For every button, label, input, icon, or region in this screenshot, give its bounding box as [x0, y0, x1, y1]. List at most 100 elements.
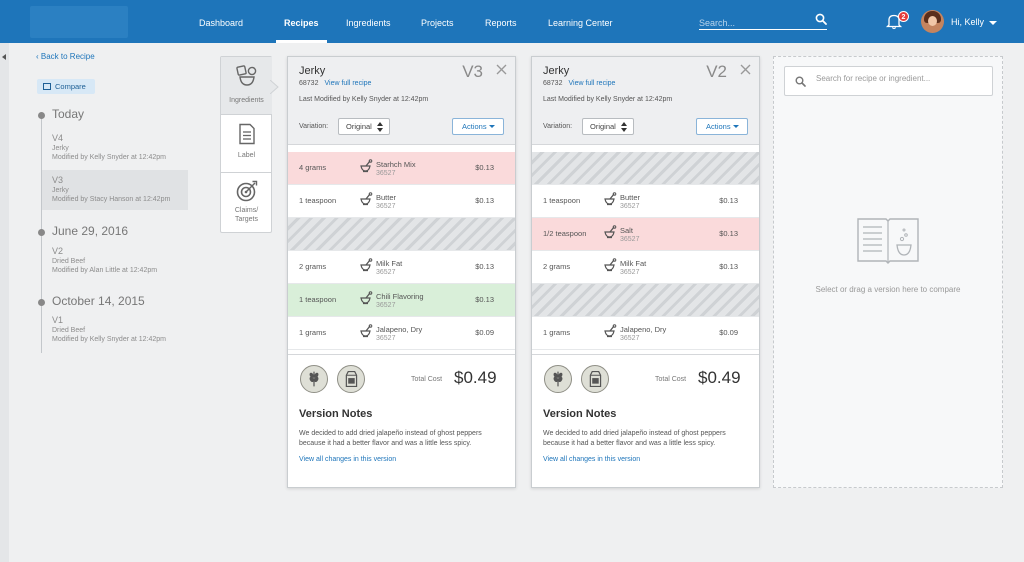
- card-footer: Total Cost $0.49 Version Notes We decide…: [288, 354, 515, 463]
- ingredient-quantity: 2 grams: [543, 262, 571, 271]
- total-cost-value: $0.49: [454, 368, 497, 387]
- version-entry-v3[interactable]: V3 Jerky Modified by Stacy Hanson at 12:…: [42, 170, 188, 210]
- ingredient-name: Butter: [620, 193, 641, 202]
- ingredient-quantity: 1 grams: [299, 328, 327, 337]
- mortar-icon: [604, 324, 617, 338]
- ingredient-name: Jalapeno, Dry: [376, 325, 423, 334]
- ingredient-price: $0.09: [475, 328, 494, 337]
- section-tabs: Ingredients Label Claims/ Targets: [220, 56, 272, 233]
- ingredient-rows: 4 grams Starhch Mix 36527 $0.13 1 teaspo…: [288, 152, 515, 350]
- tab-claims-label-line2: Targets: [235, 216, 258, 223]
- timeline-dot: [38, 112, 45, 119]
- nav-recipes[interactable]: Recipes: [276, 0, 326, 43]
- ingredient-quantity: 2 grams: [299, 262, 327, 271]
- nav-ingredients[interactable]: Ingredients: [346, 18, 391, 28]
- view-full-recipe-link[interactable]: View full recipe: [324, 80, 372, 87]
- recipe-id: 68732: [543, 80, 563, 87]
- close-icon[interactable]: [740, 64, 751, 75]
- ingredient-row[interactable]: 1 grams Jalapeno, Dry 36527 $0.09: [532, 317, 759, 350]
- card-version-label: V3: [462, 62, 483, 81]
- recipe-search-input[interactable]: [816, 74, 986, 83]
- search-icon[interactable]: [815, 13, 827, 25]
- timeline-group-heading: October 14, 2015: [52, 294, 145, 308]
- actions-dropdown[interactable]: Actions: [452, 118, 504, 135]
- document-icon: [239, 123, 255, 145]
- mortar-icon: [360, 291, 373, 305]
- version-entry-v2[interactable]: V2 Dried Beef Modified by Alan Little at…: [42, 241, 188, 281]
- tab-label[interactable]: Label: [221, 115, 272, 173]
- ingredient-row[interactable]: 1 teaspoon Butter 36527 $0.13: [288, 185, 515, 218]
- tab-label-label: Label: [237, 152, 256, 159]
- ingredient-code: 36527: [620, 236, 640, 243]
- ingredient-row-removed[interactable]: 4 grams Starhch Mix 36527 $0.13: [288, 152, 515, 185]
- compare-button[interactable]: Compare: [37, 79, 95, 94]
- actions-dropdown[interactable]: Actions: [696, 118, 748, 135]
- card-header: Jerky 68732 View full recipe V3 Last Modi…: [288, 57, 515, 145]
- mortar-icon: [360, 159, 373, 173]
- card-recipe-title: Jerky: [299, 65, 326, 77]
- version-number: V1: [52, 315, 64, 325]
- ingredient-row-placeholder: [288, 218, 515, 251]
- total-cost-value: $0.49: [698, 368, 741, 387]
- ingredient-code: 36527: [620, 269, 640, 276]
- card-recipe-id: 68732 View full recipe: [543, 80, 615, 87]
- ingredient-price: $0.13: [719, 262, 738, 271]
- nav-learning-center[interactable]: Learning Center: [548, 18, 613, 28]
- ingredient-code: 36527: [376, 335, 396, 342]
- card-last-modified: Last Modified by Kelly Snyder at 12:42pm: [543, 96, 673, 103]
- nav-reports[interactable]: Reports: [485, 18, 517, 28]
- recipe-book-icon: [857, 218, 919, 264]
- ingredient-code: 36527: [376, 203, 396, 210]
- caret-down-icon: [489, 125, 495, 128]
- sidebar-collapse-strip[interactable]: [0, 43, 9, 562]
- view-all-changes-link[interactable]: View all changes in this version: [299, 456, 397, 463]
- version-modified: Modified by Stacy Hanson at 12:42pm: [52, 196, 171, 203]
- variation-select[interactable]: Original: [582, 118, 634, 135]
- chevron-down-icon: [989, 20, 998, 25]
- ingredient-code: 36527: [620, 203, 640, 210]
- version-entry-v1[interactable]: V1 Dried Beef Modified by Kelly Snyder a…: [42, 310, 188, 350]
- ingredient-code: 36527: [376, 302, 396, 309]
- ingredient-row[interactable]: 1 grams Jalapeno, Dry 36527 $0.09: [288, 317, 515, 350]
- tab-claims-label-line1: Claims/: [234, 207, 259, 214]
- version-entry-v4[interactable]: V4 Jerky Modified by Kelly Snyder at 12:…: [42, 128, 188, 168]
- ingredient-price: $0.13: [719, 229, 738, 238]
- logo[interactable]: [30, 6, 128, 38]
- variation-select[interactable]: Original: [338, 118, 390, 135]
- collapse-arrow-icon[interactable]: [2, 54, 6, 60]
- ingredient-row[interactable]: 2 grams Milk Fat 36527 $0.13: [532, 251, 759, 284]
- sort-arrows-icon: [377, 122, 383, 132]
- ingredient-row[interactable]: 2 grams Milk Fat 36527 $0.13: [288, 251, 515, 284]
- nav-projects[interactable]: Projects: [421, 18, 454, 28]
- card-last-modified: Last Modified by Kelly Snyder at 12:42pm: [299, 96, 429, 103]
- view-full-recipe-link[interactable]: View full recipe: [568, 80, 616, 87]
- total-cost-label: Total Cost: [411, 376, 443, 383]
- ingredient-price: $0.13: [475, 262, 494, 271]
- close-icon[interactable]: [496, 64, 507, 75]
- mortar-icon: [604, 258, 617, 272]
- user-menu[interactable]: Hi, Kelly: [951, 0, 998, 43]
- ingredient-row[interactable]: 1 teaspoon Butter 36527 $0.13: [532, 185, 759, 218]
- ingredient-quantity: 4 grams: [299, 163, 327, 172]
- nav-dashboard[interactable]: Dashboard: [199, 18, 244, 28]
- back-to-recipe-link[interactable]: ‹ Back to Recipe: [36, 52, 95, 61]
- version-notes-heading: Version Notes: [299, 408, 373, 420]
- milk-carton-icon: [337, 365, 365, 393]
- global-search-input[interactable]: [699, 18, 809, 28]
- global-search: [699, 13, 827, 30]
- tab-claims-targets[interactable]: Claims/ Targets: [221, 173, 272, 231]
- avatar[interactable]: [921, 10, 944, 33]
- sort-arrows-icon: [621, 122, 627, 132]
- tab-ingredients[interactable]: Ingredients: [221, 57, 272, 115]
- ingredient-quantity: 1 teaspoon: [299, 295, 337, 304]
- ingredient-row-removed[interactable]: 1/2 teaspoon Salt 36527 $0.13: [532, 218, 759, 251]
- ingredient-price: $0.13: [475, 163, 494, 172]
- compare-drop-zone[interactable]: Select or drag a version here to compare: [773, 56, 1003, 488]
- mortar-icon: [360, 192, 373, 206]
- view-all-changes-link[interactable]: View all changes in this version: [543, 456, 641, 463]
- ingredient-quantity: 1 grams: [543, 328, 571, 337]
- ingredient-rows: 1 teaspoon Butter 36527 $0.13 1/2 teaspo…: [532, 152, 759, 350]
- ingredient-name: Milk Fat: [376, 259, 403, 268]
- version-notes-heading: Version Notes: [543, 408, 617, 420]
- ingredient-row-added[interactable]: 1 teaspoon Chili Flavoring 36527 $0.13: [288, 284, 515, 317]
